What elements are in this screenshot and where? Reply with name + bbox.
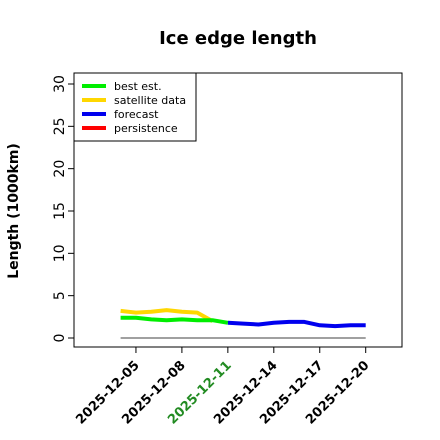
y-tick-label: 20: [52, 160, 68, 178]
legend-label: satellite data: [114, 94, 186, 107]
series-line-best-est-: [120, 315, 229, 325]
legend-label: persistence: [114, 122, 178, 135]
y-tick-label: 25: [52, 117, 68, 135]
legend-label: best est.: [114, 80, 162, 93]
y-axis-label: Length (1000km): [6, 143, 22, 279]
y-tick-label: 15: [52, 202, 68, 220]
series-layer: [120, 308, 366, 339]
y-tick-label: 10: [52, 244, 68, 262]
legend-label: forecast: [114, 108, 159, 121]
plot-frame: [73, 72, 403, 348]
y-tick-label: 30: [52, 75, 68, 93]
legend: best est.satellite dataforecastpersisten…: [73, 72, 197, 142]
x-axis: 2025-12-052025-12-082025-12-112025-12-14…: [73, 347, 373, 428]
plot-area: [73, 72, 403, 348]
y-tick-label: 5: [52, 291, 68, 300]
series-line-forecast: [227, 319, 366, 329]
series-line-satellite-data: [120, 308, 214, 323]
chart-title: Ice edge length: [159, 28, 317, 49]
y-axis: 0 5 10 15 20 25 30: [52, 75, 74, 342]
y-tick-label: 0: [52, 334, 68, 343]
